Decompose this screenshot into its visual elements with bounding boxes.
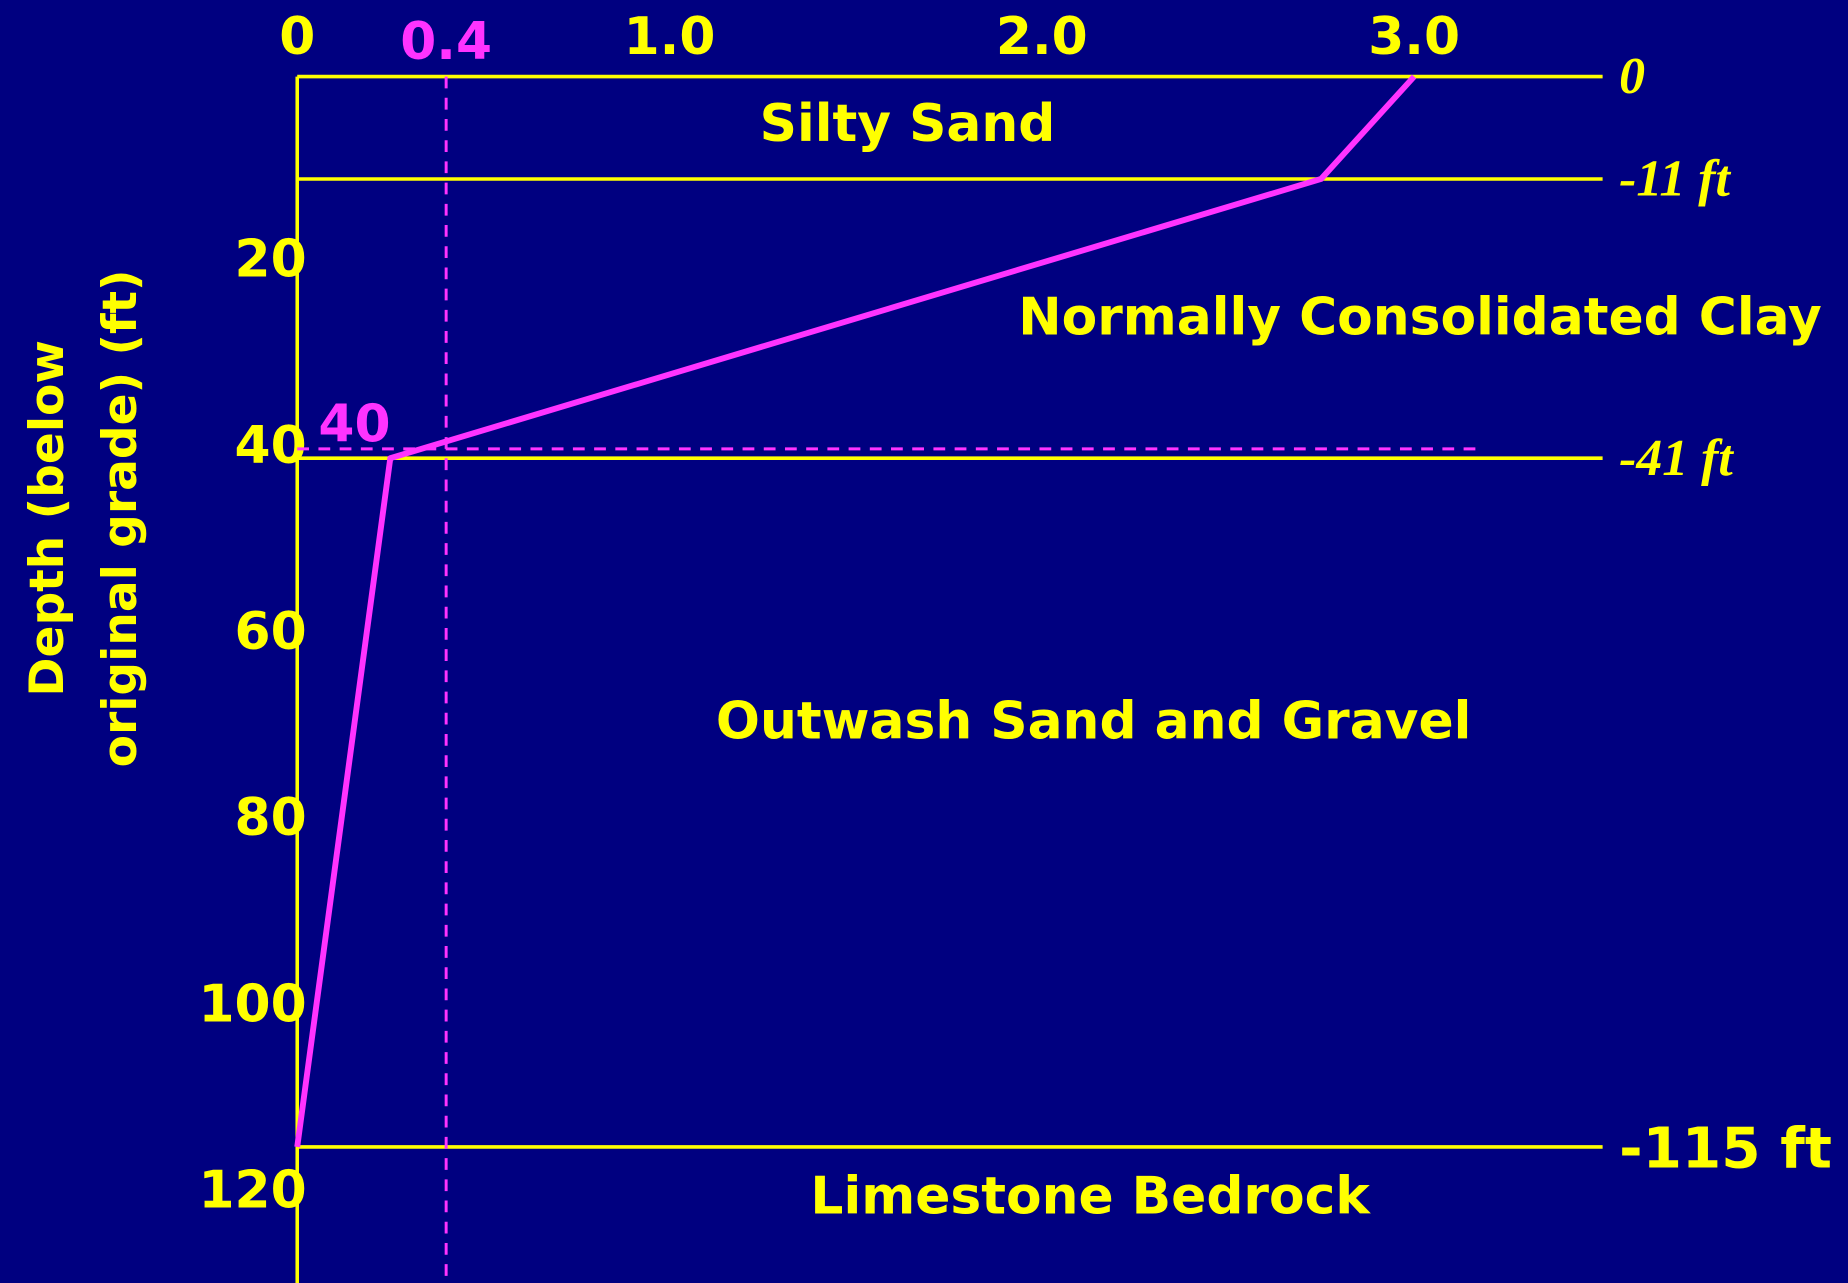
y-tick-label: 100: [198, 974, 306, 1034]
layer-label: Normally Consolidated Clay: [1018, 287, 1822, 347]
layer-label: Outwash Sand and Gravel: [716, 692, 1472, 752]
y-tick-label: 120: [198, 1160, 306, 1220]
layer-label: Silty Sand: [760, 94, 1056, 154]
boundary-label: -115 ft: [1619, 1116, 1832, 1181]
boundary-label: -11 ft: [1619, 151, 1731, 208]
boundary-label: -41 ft: [1619, 430, 1734, 487]
reference-label: 40: [318, 395, 390, 455]
boundary-label: 0: [1619, 48, 1645, 105]
layer-label: Limestone Bedrock: [810, 1166, 1371, 1226]
y-axis-label: original grade) (ft): [93, 269, 148, 767]
reference-label: 0.4: [400, 12, 492, 72]
y-tick-label: 80: [235, 788, 307, 848]
y-tick-label: 40: [235, 416, 307, 476]
y-tick-label: 20: [235, 230, 307, 290]
data-line: [294, 74, 1417, 1148]
x-tick-label: 0: [279, 7, 315, 67]
y-tick-label: 60: [235, 602, 307, 662]
x-tick-label: 1.0: [624, 7, 716, 67]
y-axis-label: Depth (below: [20, 340, 75, 696]
x-tick-label: 3.0: [1368, 7, 1460, 67]
x-tick-label: 2.0: [996, 7, 1088, 67]
